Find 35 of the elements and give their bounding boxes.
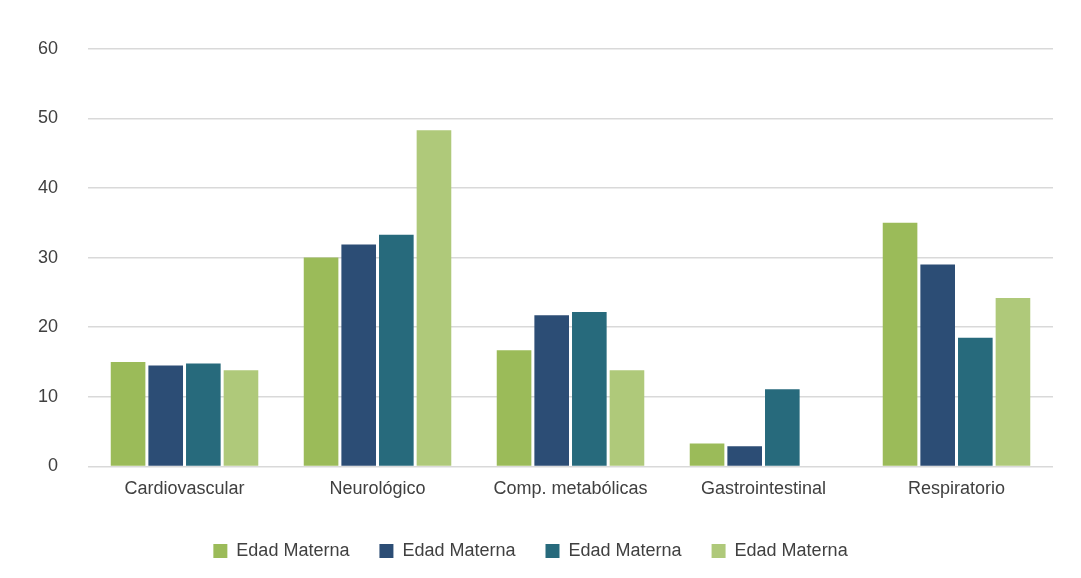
y-tick-label: 20 — [37, 316, 59, 337]
bar — [496, 350, 532, 466]
bar — [416, 130, 452, 466]
y-tick-label: 10 — [37, 385, 59, 406]
bar — [148, 365, 184, 466]
legend-label: Edad Materna — [402, 539, 517, 560]
y-tick-label: 40 — [37, 176, 59, 197]
x-tick-label: Neurológico — [329, 478, 426, 499]
bar — [110, 362, 146, 466]
bar — [882, 222, 918, 466]
bar — [995, 297, 1031, 466]
bar — [341, 244, 377, 466]
bar — [572, 311, 607, 466]
y-tick-label: 0 — [48, 455, 59, 476]
x-tick-label: Cardiovascular — [124, 478, 245, 499]
bar — [609, 370, 645, 466]
y-tick-label: 50 — [37, 107, 59, 128]
legend-label: Edad Materna — [236, 539, 351, 560]
bar — [765, 389, 800, 466]
bar — [958, 337, 993, 466]
legend-label: Edad Materna — [568, 539, 683, 560]
legend-label: Edad Materna — [734, 539, 849, 560]
bar — [303, 257, 339, 466]
y-tick-label: 30 — [37, 246, 59, 267]
bar — [689, 443, 725, 466]
x-tick-label: Gastrointestinal — [700, 478, 827, 499]
x-tick-label: Respiratorio — [907, 478, 1006, 499]
bar — [534, 315, 570, 466]
bar — [727, 446, 762, 466]
bar — [920, 264, 955, 466]
y-tick-label: 60 — [37, 37, 59, 58]
bar — [379, 234, 414, 466]
x-tick-label: Comp. metabólicas — [493, 478, 648, 499]
bar — [186, 363, 221, 466]
bar — [223, 370, 259, 466]
